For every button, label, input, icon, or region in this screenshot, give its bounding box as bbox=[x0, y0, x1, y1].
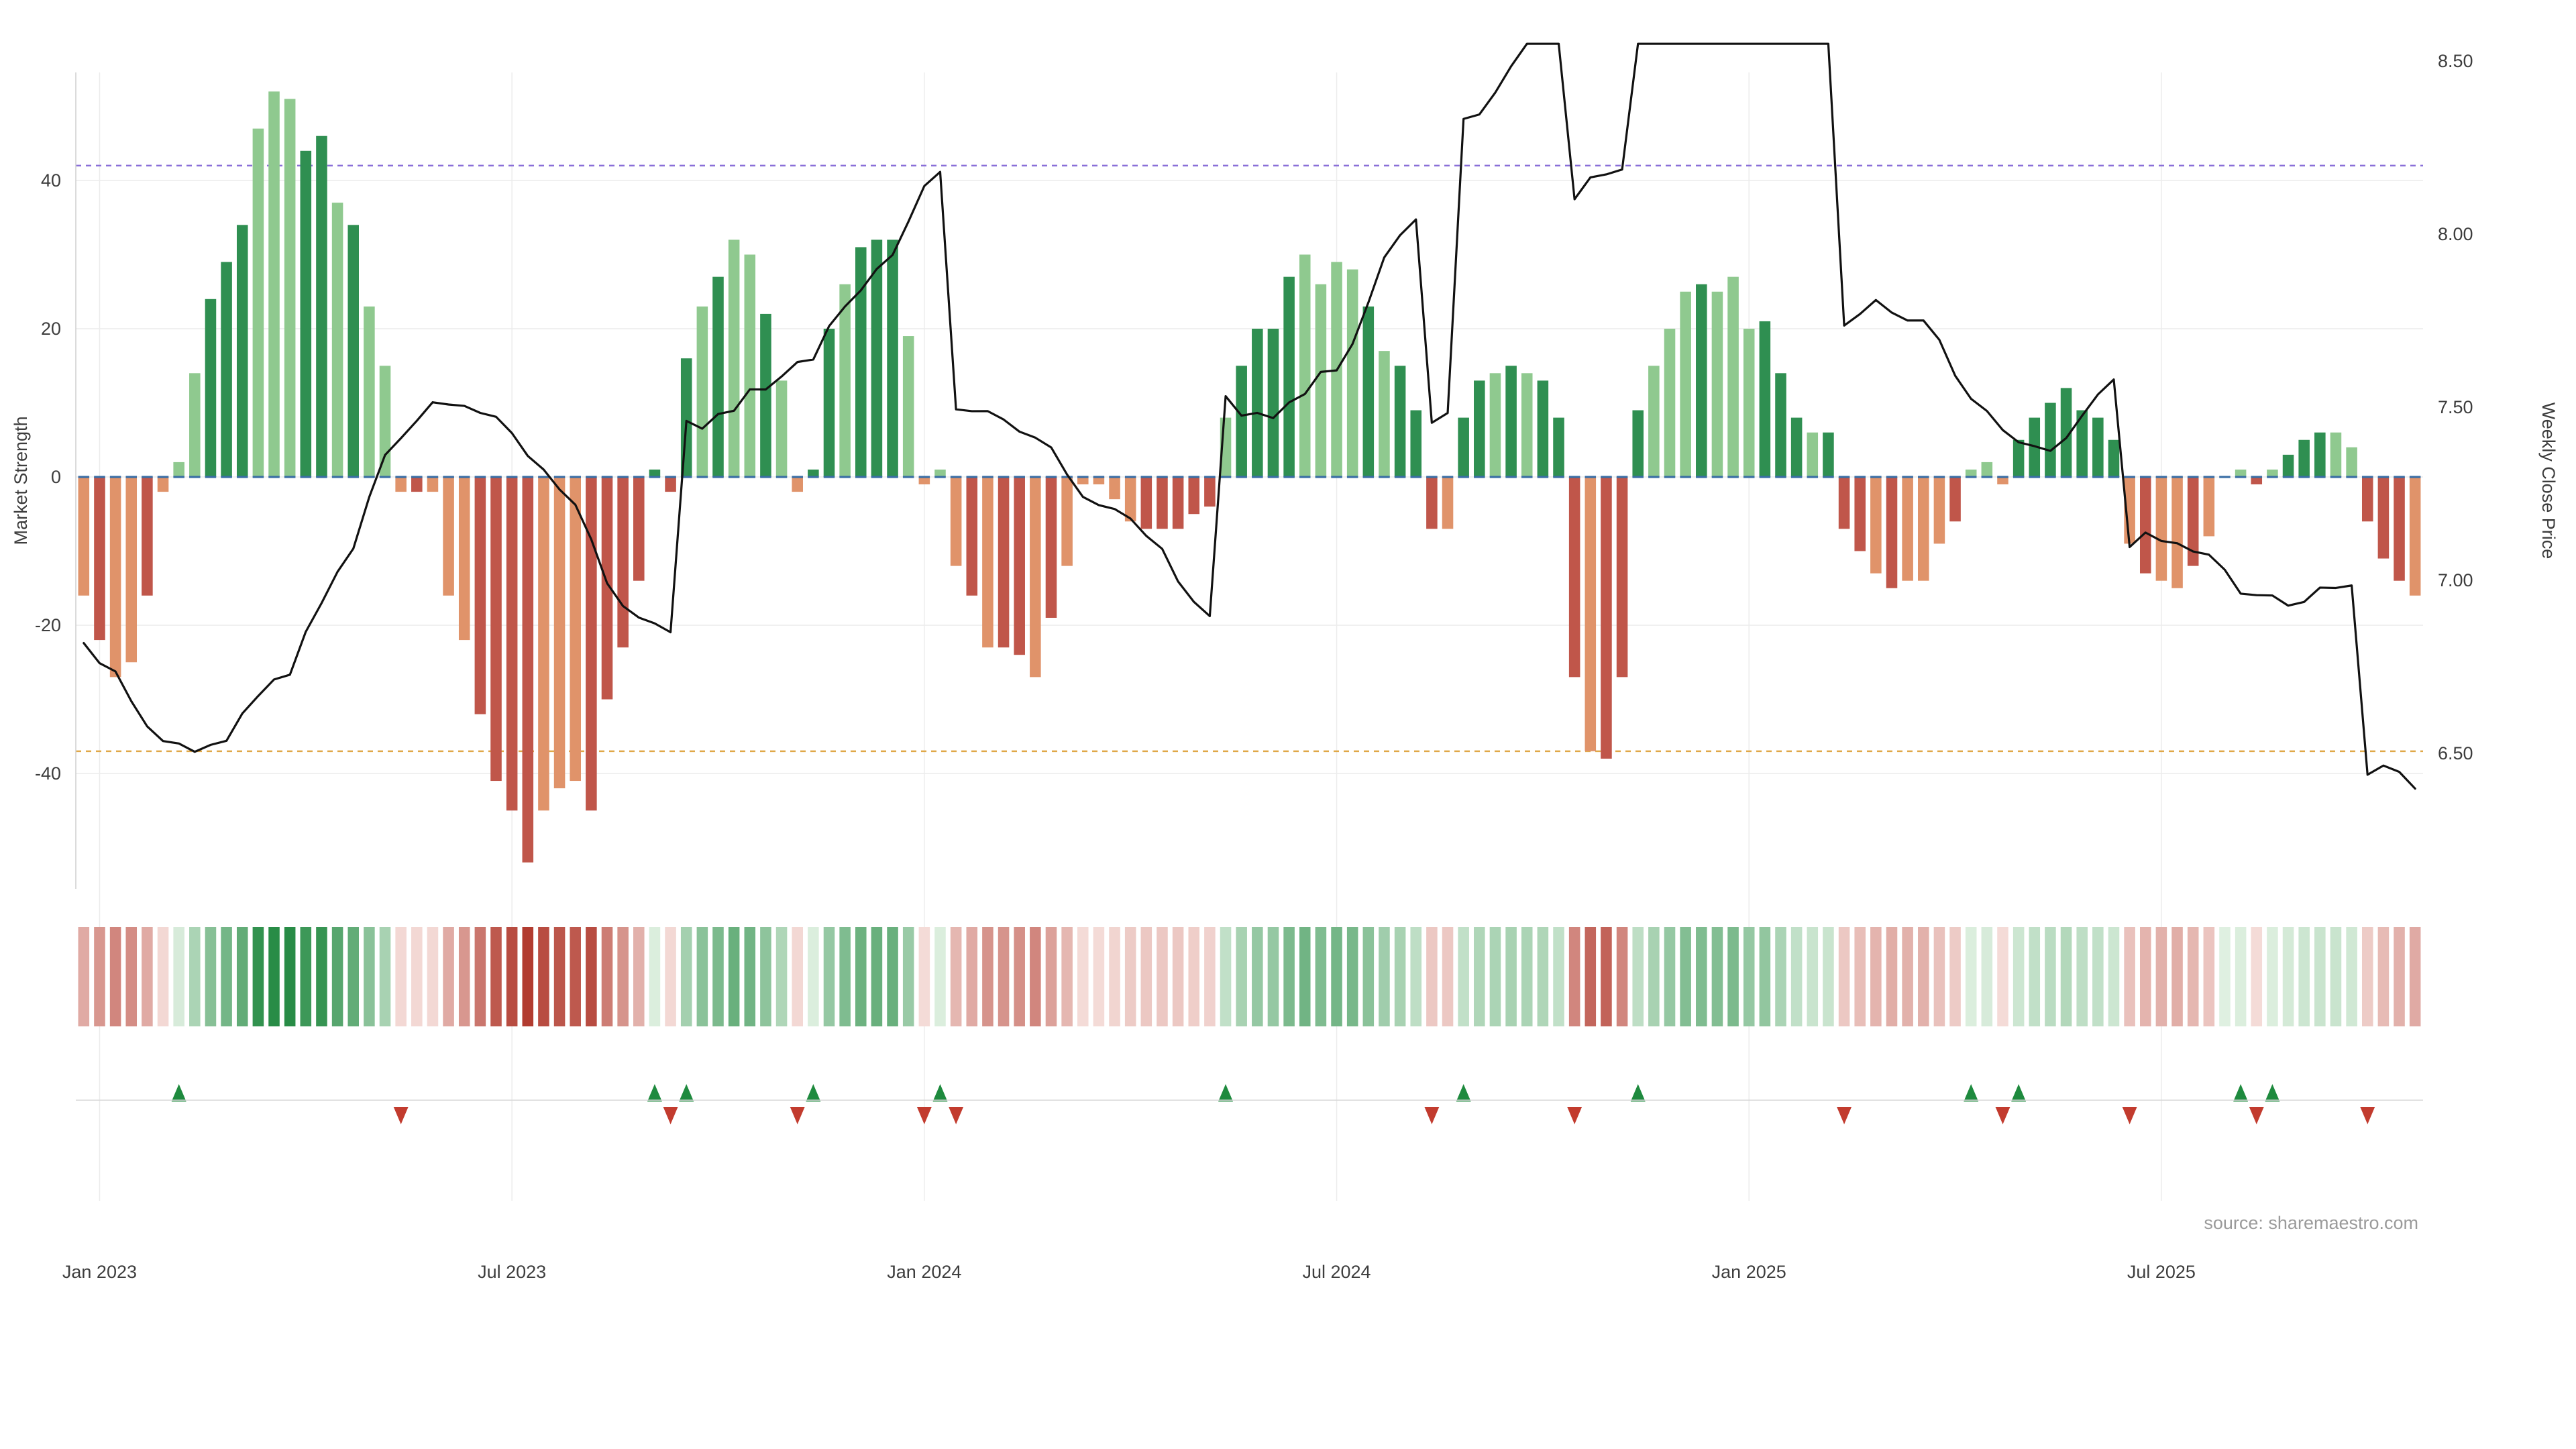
svg-text:Weekly Close Price: Weekly Close Price bbox=[2538, 402, 2559, 559]
svg-text:Market Strength: Market Strength bbox=[11, 416, 31, 545]
svg-text:7.50: 7.50 bbox=[2438, 397, 2473, 417]
svg-text:Jul 2024: Jul 2024 bbox=[1302, 1262, 1371, 1282]
svg-text:-40: -40 bbox=[35, 763, 61, 784]
svg-text:40: 40 bbox=[41, 170, 61, 191]
svg-text:Jan 2024: Jan 2024 bbox=[887, 1262, 961, 1282]
svg-text:20: 20 bbox=[41, 319, 61, 339]
svg-text:8.50: 8.50 bbox=[2438, 51, 2473, 71]
svg-text:Jan 2025: Jan 2025 bbox=[1712, 1262, 1786, 1282]
svg-text:-20: -20 bbox=[35, 615, 61, 635]
svg-text:Jul 2023: Jul 2023 bbox=[478, 1262, 546, 1282]
svg-text:0: 0 bbox=[51, 467, 61, 487]
svg-text:Jan 2023: Jan 2023 bbox=[62, 1262, 137, 1282]
svg-text:8.00: 8.00 bbox=[2438, 224, 2473, 244]
svg-text:Jul 2025: Jul 2025 bbox=[2127, 1262, 2196, 1282]
svg-text:7.00: 7.00 bbox=[2438, 570, 2473, 590]
svg-text:source: sharemaestro.com: source: sharemaestro.com bbox=[2204, 1213, 2418, 1233]
svg-text:6.50: 6.50 bbox=[2438, 743, 2473, 763]
